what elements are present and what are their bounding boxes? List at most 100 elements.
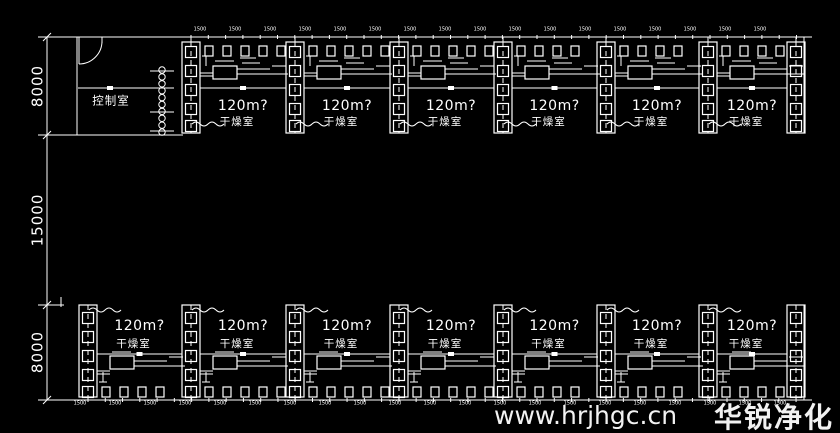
strip-column: [496, 83, 510, 97]
strip-column: [81, 368, 95, 382]
heating-coil: [158, 80, 166, 88]
strip-column: [599, 330, 613, 344]
small-dimension-label: 1500: [108, 400, 122, 407]
strip-column: [184, 102, 198, 116]
small-dimension-label: 1500: [458, 400, 472, 407]
window: [222, 386, 232, 398]
small-dimension-label: 1500: [438, 26, 452, 33]
window: [362, 45, 372, 57]
strip-column: [392, 368, 406, 382]
window: [448, 386, 458, 398]
dimension-tick: [42, 32, 52, 42]
small-dimension-label: 1500: [598, 400, 612, 407]
heating-coil: [158, 73, 166, 81]
watermark-url: www.hrjhgc.cn: [494, 401, 678, 430]
equipment-unit: [316, 355, 342, 370]
equipment-unit: [212, 355, 238, 370]
window: [155, 386, 165, 398]
label-leader-squiggle: [503, 121, 537, 127]
window: [101, 386, 111, 398]
small-dimension-label: 1500: [508, 26, 522, 33]
small-dimension-label: 1500: [683, 26, 697, 33]
window: [380, 386, 390, 398]
small-dimension-label: 1500: [703, 400, 717, 407]
label-leader-squiggle: [88, 307, 122, 313]
small-dimension-label: 1500: [613, 26, 627, 33]
strip-column: [599, 311, 613, 325]
mid-line-mark: [107, 86, 113, 90]
strip-column: [496, 368, 510, 382]
door-swing-arc: [78, 40, 103, 65]
strip-column: [701, 83, 715, 97]
strip-column: [392, 45, 406, 59]
room-area-label: 120m?: [217, 98, 269, 114]
room-area-label: 120m?: [631, 98, 683, 114]
strip-column: [184, 368, 198, 382]
strip-column: [392, 119, 406, 133]
strip-column: [701, 102, 715, 116]
window: [344, 386, 354, 398]
window: [276, 45, 286, 57]
small-dimension-label: 1500: [228, 26, 242, 33]
heating-coil: [158, 66, 166, 74]
dimension-label-bottom-8000: 8000: [28, 330, 47, 374]
mid-line-mark: [551, 86, 558, 90]
window: [534, 45, 544, 57]
strip-column: [392, 64, 406, 78]
strip-column: [789, 83, 803, 97]
window: [137, 386, 147, 398]
label-leader-squiggle: [399, 307, 433, 313]
strip-column: [789, 45, 803, 59]
room-name-label: 干燥室: [116, 337, 151, 350]
room-name-label: 干燥室: [531, 337, 566, 350]
window: [534, 386, 544, 398]
strip-column: [288, 102, 302, 116]
heating-coil: [158, 128, 166, 136]
small-dimension-label: 1500: [648, 26, 662, 33]
small-dimension-label: 1500: [73, 400, 87, 407]
room-area-label: 120m?: [425, 98, 477, 114]
label-leader-squiggle: [295, 307, 329, 313]
strip-column: [701, 368, 715, 382]
room-area-label: 120m?: [425, 318, 477, 334]
equipment-unit: [420, 355, 446, 370]
strip-column: [789, 330, 803, 344]
strip-column: [392, 349, 406, 363]
strip-column: [701, 64, 715, 78]
small-dimension-label: 1500: [738, 400, 752, 407]
window: [655, 45, 665, 57]
window: [552, 386, 562, 398]
label-leader-squiggle: [399, 121, 433, 127]
window: [739, 45, 749, 57]
window: [466, 45, 476, 57]
window: [516, 386, 526, 398]
small-dimension-label: 1500: [298, 26, 312, 33]
room-name-label: 干燥室: [323, 337, 359, 350]
strip-column: [599, 102, 613, 116]
window: [326, 386, 336, 398]
room-area-label: 120m?: [726, 98, 778, 114]
window: [240, 386, 250, 398]
window: [484, 45, 494, 57]
label-leader-squiggle: [191, 307, 225, 313]
label-leader-squiggle: [708, 307, 742, 313]
strip-column: [599, 385, 613, 399]
window: [570, 45, 580, 57]
window: [619, 45, 629, 57]
dimension-tick: [42, 395, 52, 405]
small-dimension-label: 1500: [423, 400, 437, 407]
room-area-label: 120m?: [217, 318, 269, 334]
strip-column: [288, 330, 302, 344]
small-dimension-label: 1500: [718, 26, 732, 33]
strip-column: [288, 45, 302, 59]
strip-column: [184, 311, 198, 325]
window: [637, 45, 647, 57]
strip-column: [288, 311, 302, 325]
small-dimension-label: 1500: [213, 400, 227, 407]
dimension-label-15000: 15000: [28, 193, 47, 247]
room-name-label: 干燥室: [633, 115, 669, 128]
heating-coil: [158, 121, 166, 129]
strip-column: [184, 349, 198, 363]
